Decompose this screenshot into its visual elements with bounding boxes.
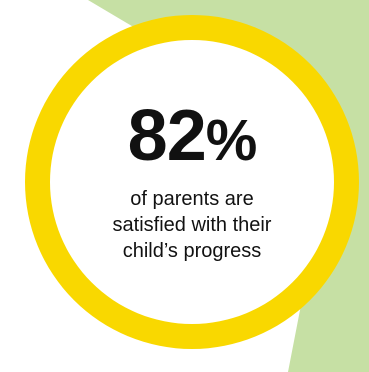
stat-caption: of parents are satisfied with their chil… bbox=[81, 186, 303, 264]
stat-label: 82% of parents are satisfied with their … bbox=[81, 100, 303, 264]
stat-value: 82% bbox=[81, 100, 303, 172]
caption-line: satisfied with their bbox=[81, 212, 303, 238]
caption-line: of parents are bbox=[81, 186, 303, 212]
caption-line: child’s progress bbox=[81, 238, 303, 264]
stat-unit: % bbox=[206, 108, 257, 173]
stat-number: 82 bbox=[128, 96, 206, 176]
